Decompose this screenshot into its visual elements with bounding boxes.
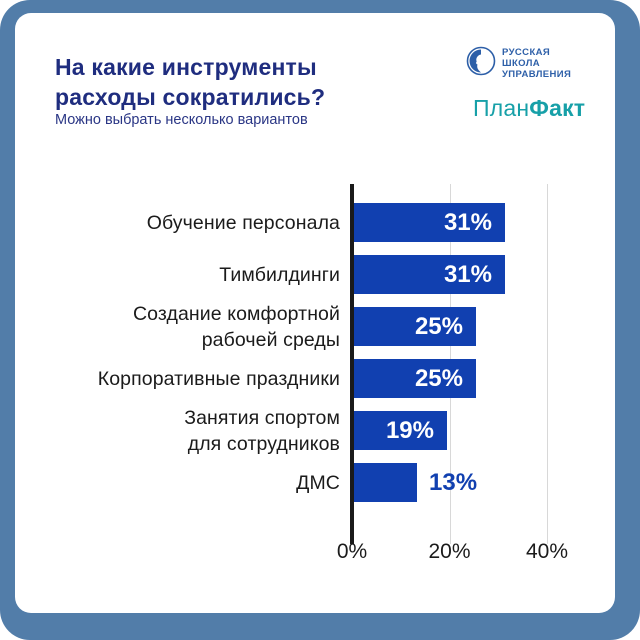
x-tick-label: 0% — [336, 540, 368, 563]
bar-value-label: 13% — [429, 468, 478, 496]
bar: 25% — [354, 307, 476, 346]
x-tick-label: 40% — [525, 540, 569, 563]
bar: 25% — [354, 359, 476, 398]
bar-value-label: 25% — [414, 312, 463, 340]
page-title: На какие инструменты расходы сократились… — [55, 54, 326, 110]
page-subtitle: Можно выбрать несколько вариантов — [55, 112, 308, 128]
rshu-logo: РУССКАЯ ШКОЛА УПРАВЛЕНИЯ — [466, 46, 571, 81]
y-axis-line — [350, 184, 354, 544]
category-label: Создание комфортной рабочей среды — [132, 302, 340, 351]
bar: 31% — [354, 203, 505, 242]
category-label: Корпоративные праздники — [97, 367, 340, 390]
rshu-logo-icon — [466, 46, 496, 81]
bar-value-label: 25% — [414, 364, 463, 392]
bar-value-label: 19% — [385, 416, 434, 444]
category-label: Обучение персонала — [146, 211, 340, 234]
bar-value-label: 31% — [443, 260, 492, 288]
x-tick-label: 20% — [428, 540, 471, 563]
infographic-card: На какие инструменты расходы сократились… — [15, 13, 615, 613]
rshu-logo-text: РУССКАЯ ШКОЛА УПРАВЛЕНИЯ — [502, 47, 572, 80]
bar: 31% — [354, 255, 505, 294]
planfact-logo: ПланФакт — [473, 95, 586, 121]
bar-value-label: 31% — [443, 208, 492, 236]
bar: 13% — [354, 463, 477, 502]
category-label: Тимбилдинги — [219, 263, 340, 286]
bar-chart: Обучение персонала 31% Тимбилдинги 31% Созда… — [15, 13, 615, 613]
grid-line — [547, 184, 548, 544]
category-label: Занятия спортом для сотрудников — [184, 406, 340, 455]
bar: 19% — [354, 411, 447, 450]
category-label: ДМС — [296, 471, 340, 494]
